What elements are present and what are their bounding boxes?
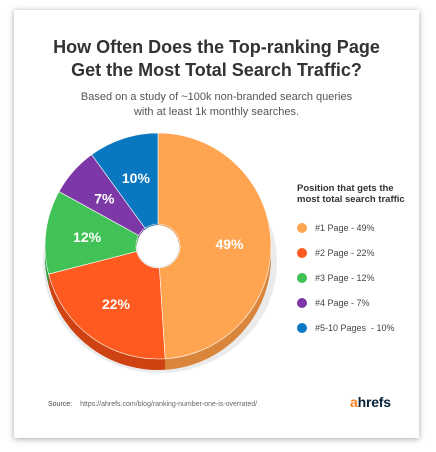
donut-chart: 49% 22% 12% 7% 10% xyxy=(43,132,277,373)
slice-5 xyxy=(91,132,159,229)
subtitle-line-2: with at least 1k monthly searches. xyxy=(133,106,300,118)
slice-label-5: 10% xyxy=(122,170,151,186)
logo-text: hrefs xyxy=(357,394,391,410)
legend-item-1: #1 Page - 49% xyxy=(297,223,395,233)
slice-label-4: 7% xyxy=(94,191,115,207)
donut-hole xyxy=(137,225,179,267)
legend-label: #1 Page - 49% xyxy=(315,223,375,233)
legend-title: Position that gets the most total search… xyxy=(297,183,415,205)
legend-item-3: #3 Page - 12% xyxy=(297,273,395,283)
legend-label: #2 Page - 22% xyxy=(315,248,375,258)
slice-label-3: 12% xyxy=(73,229,102,245)
legend-item-5: #5-10 Pages - 10% xyxy=(297,323,395,333)
slice-1 xyxy=(157,132,272,360)
title-line-2: Get the Most Total Search Traffic? xyxy=(71,60,362,80)
slice-label-2: 22% xyxy=(102,296,131,312)
legend-title-line-1: Position that gets the xyxy=(297,183,394,194)
legend-item-2: #2 Page - 22% xyxy=(297,248,395,258)
ahrefs-logo: ahrefs xyxy=(350,394,391,410)
subtitle-line-1: Based on a study of ~100k non-branded se… xyxy=(80,91,353,103)
source-label: Source: xyxy=(48,401,73,408)
legend-swatch xyxy=(297,273,307,283)
legend-swatch xyxy=(297,323,307,333)
slice-label-1: 49% xyxy=(215,236,244,252)
legend-label: #3 Page - 12% xyxy=(315,273,375,283)
chart-title: How Often Does the Top-ranking Page Get … xyxy=(14,36,419,82)
legend-item-4: #4 Page - 7% xyxy=(297,298,395,308)
title-line-1: How Often Does the Top-ranking Page xyxy=(53,37,380,57)
legend-label: #5-10 Pages - 10% xyxy=(315,323,395,333)
slice-3 xyxy=(44,191,140,275)
legend-swatch xyxy=(297,298,307,308)
infographic-card: How Often Does the Top-ranking Page Get … xyxy=(14,10,419,438)
source-url: https://ahrefs.com/blog/ranking-number-o… xyxy=(80,401,258,408)
logo-letter-a: a xyxy=(350,394,358,410)
source-note: Source: https://ahrefs.com/blog/ranking-… xyxy=(48,400,257,410)
legend-swatch xyxy=(297,248,307,258)
legend-swatch xyxy=(297,223,307,233)
chart-subtitle: Based on a study of ~100k non-branded se… xyxy=(14,90,419,120)
legend-title-line-2: most total search traffic xyxy=(297,194,405,205)
legend-label: #4 Page - 7% xyxy=(315,298,370,308)
chart-legend: #1 Page - 49% #2 Page - 22% #3 Page - 12% #… xyxy=(297,223,395,348)
slice-2 xyxy=(48,251,166,360)
